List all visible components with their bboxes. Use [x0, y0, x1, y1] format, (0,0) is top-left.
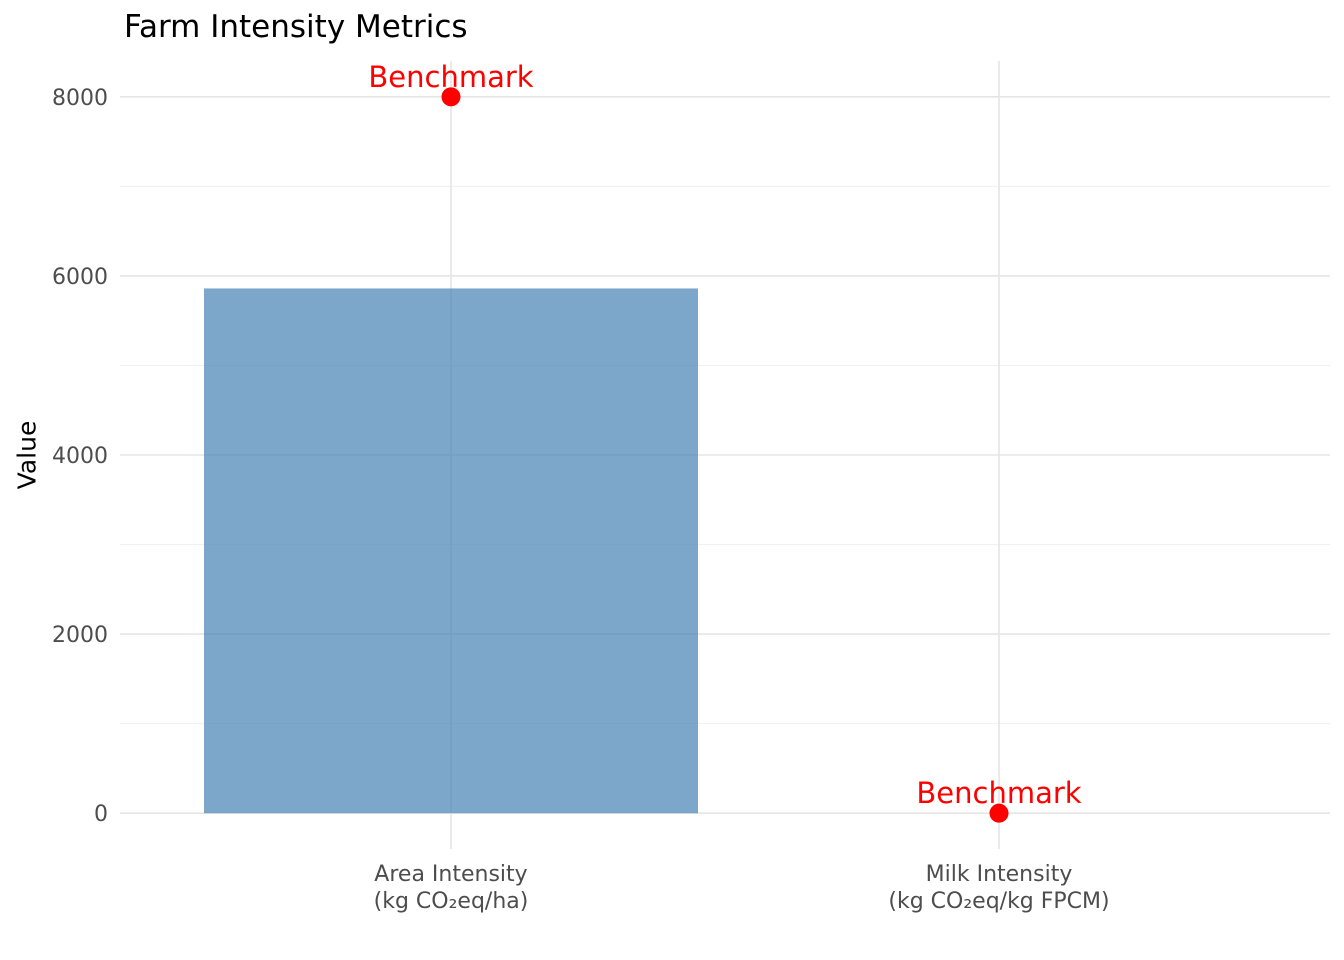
- benchmark-label-milk-intensity: Benchmark: [916, 776, 1081, 810]
- x-category-unit-milk-intensity: (kg CO₂eq/kg FPCM): [888, 889, 1109, 914]
- benchmark-point-milk-intensity: [989, 803, 1009, 823]
- x-category-unit-area-intensity: (kg CO₂eq/ha): [374, 889, 529, 914]
- y-tick-label: 0: [94, 802, 108, 827]
- y-tick-label: 4000: [52, 444, 108, 469]
- y-tick-label: 8000: [52, 86, 108, 111]
- y-tick-label: 2000: [52, 623, 108, 648]
- benchmark-label-area-intensity: Benchmark: [368, 60, 533, 94]
- y-tick-label: 6000: [52, 265, 108, 290]
- chart-title: Farm Intensity Metrics: [124, 9, 468, 45]
- x-category-label-milk-intensity: Milk Intensity: [926, 862, 1073, 887]
- bar-area-intensity: [204, 288, 698, 814]
- x-category-label-area-intensity: Area Intensity: [374, 862, 527, 887]
- benchmark-point-area-intensity: [441, 87, 461, 107]
